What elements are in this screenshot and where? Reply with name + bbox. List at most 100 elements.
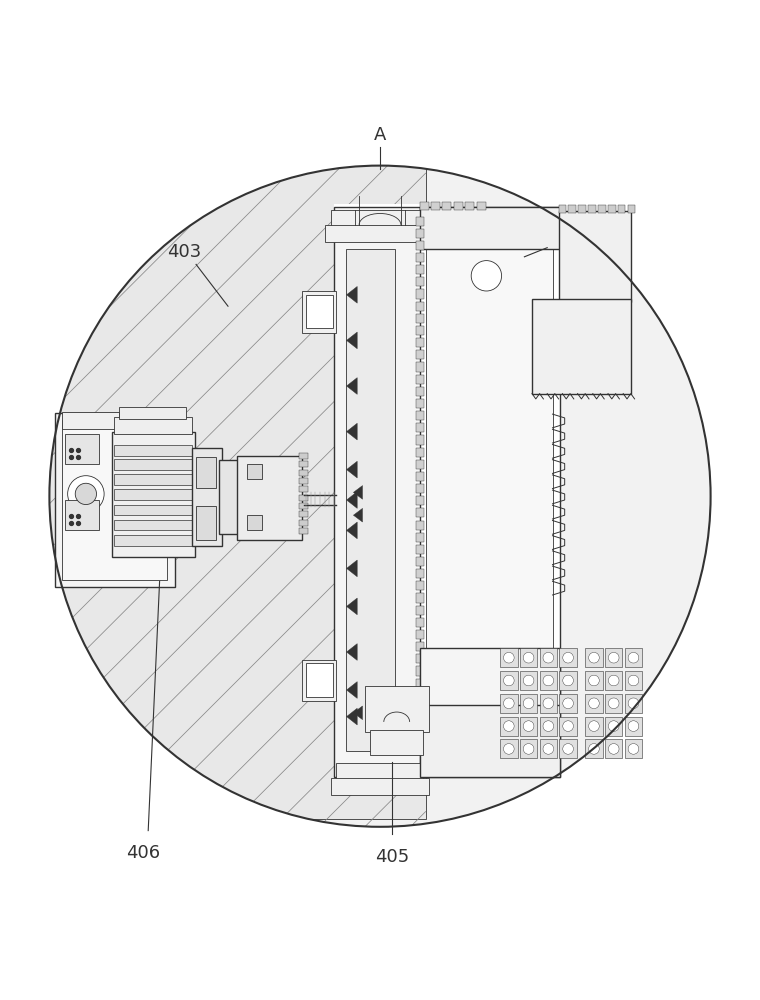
Circle shape (75, 483, 97, 505)
Bar (302, 291, 336, 333)
Bar (299, 453, 308, 459)
Bar (585, 717, 603, 736)
Bar (62, 412, 119, 429)
Bar (299, 461, 308, 467)
Bar (416, 581, 424, 590)
Bar (477, 202, 486, 210)
Bar (114, 474, 192, 485)
Bar (346, 249, 395, 751)
Bar (500, 694, 518, 713)
Bar (416, 545, 424, 554)
Circle shape (562, 675, 573, 686)
Circle shape (588, 675, 599, 686)
Circle shape (523, 675, 534, 686)
Text: A: A (374, 126, 386, 144)
Bar (540, 739, 557, 758)
Circle shape (588, 744, 599, 754)
Bar (299, 528, 308, 534)
Bar (540, 648, 557, 667)
Bar (500, 648, 518, 667)
Bar (588, 205, 596, 213)
Circle shape (562, 744, 573, 754)
Circle shape (562, 698, 573, 709)
Bar (416, 484, 424, 493)
Circle shape (503, 675, 514, 686)
Polygon shape (347, 378, 357, 394)
Polygon shape (347, 598, 357, 615)
Bar (520, 717, 537, 736)
Bar (114, 489, 192, 500)
Circle shape (628, 744, 639, 754)
Bar (520, 694, 537, 713)
Bar (299, 478, 308, 484)
Bar (114, 459, 192, 470)
Bar (416, 642, 424, 651)
Bar (500, 671, 518, 690)
Circle shape (543, 698, 553, 709)
Bar (416, 691, 424, 700)
Bar (306, 663, 333, 697)
Bar (365, 686, 429, 732)
Bar (65, 434, 99, 464)
Polygon shape (49, 166, 711, 827)
Bar (540, 671, 557, 690)
Circle shape (562, 652, 573, 663)
Bar (608, 205, 616, 213)
Circle shape (503, 652, 514, 663)
Bar (416, 593, 424, 603)
Bar (532, 299, 631, 394)
Bar (426, 215, 553, 770)
Bar (416, 289, 424, 299)
Bar (420, 207, 560, 777)
Bar (416, 375, 424, 384)
Circle shape (68, 476, 104, 512)
Bar (416, 606, 424, 615)
Bar (114, 520, 192, 530)
Polygon shape (347, 708, 357, 725)
Bar (420, 648, 560, 705)
Polygon shape (347, 522, 357, 539)
Circle shape (523, 744, 534, 754)
Bar (299, 495, 308, 501)
Bar (625, 648, 642, 667)
Bar (299, 486, 308, 492)
Bar (416, 569, 424, 578)
Bar (559, 648, 577, 667)
Bar (559, 694, 577, 713)
Bar (416, 557, 424, 566)
Bar (559, 671, 577, 690)
Bar (219, 460, 240, 534)
Bar (62, 420, 167, 580)
Circle shape (471, 261, 502, 291)
Circle shape (628, 652, 639, 663)
Polygon shape (38, 150, 426, 819)
Bar (119, 407, 186, 419)
Bar (568, 205, 576, 213)
Bar (540, 694, 557, 713)
Bar (416, 314, 424, 323)
Bar (237, 456, 302, 540)
Bar (416, 460, 424, 469)
Bar (585, 739, 603, 758)
Bar (196, 457, 216, 488)
Bar (416, 630, 424, 639)
Circle shape (503, 721, 514, 731)
Polygon shape (347, 682, 357, 698)
Text: 403: 403 (166, 243, 201, 261)
Bar (618, 205, 625, 213)
Bar (416, 435, 424, 445)
Bar (500, 717, 518, 736)
Circle shape (543, 721, 553, 731)
Bar (578, 205, 586, 213)
Bar (420, 701, 560, 777)
Bar (416, 472, 424, 481)
Polygon shape (347, 332, 357, 349)
Bar (196, 506, 216, 540)
Bar (585, 671, 603, 690)
Bar (416, 715, 424, 724)
Bar (625, 694, 642, 713)
Circle shape (503, 744, 514, 754)
Bar (559, 205, 566, 213)
Bar (431, 202, 440, 210)
Bar (299, 511, 308, 517)
